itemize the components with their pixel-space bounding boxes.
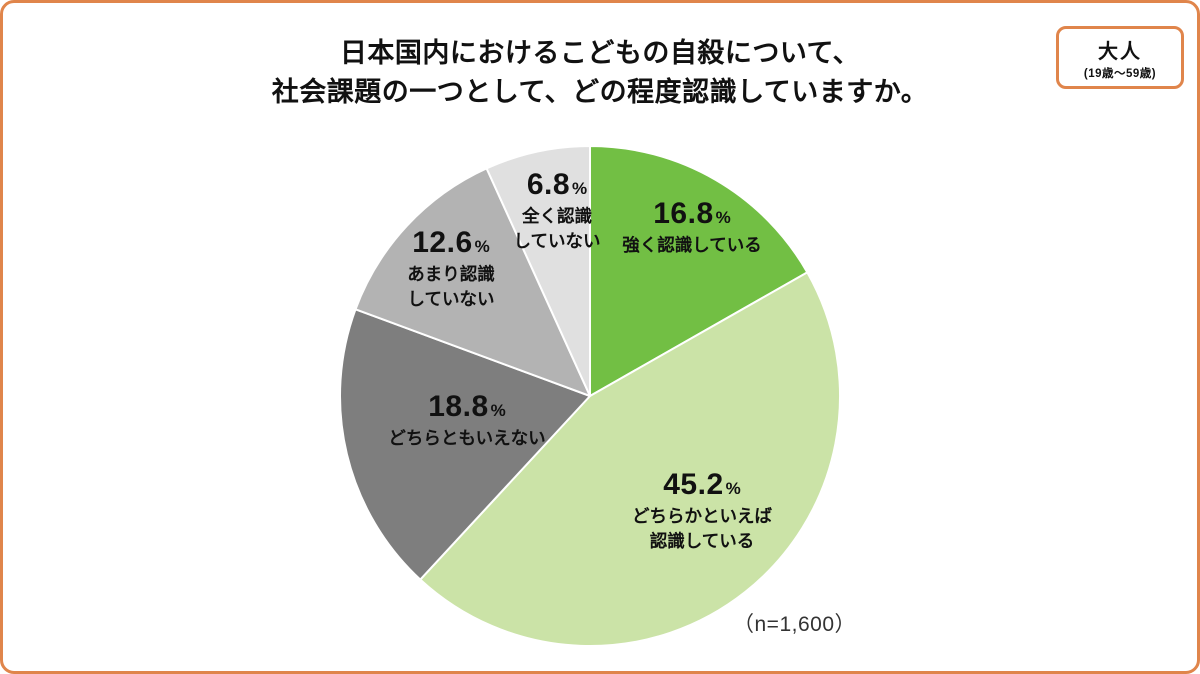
slice-label-not-aware-at-all: 6.8% 全く認識 していない xyxy=(514,168,601,253)
pie-slice xyxy=(354,167,591,397)
slice-label-neutral: 18.8% どちらともいえない xyxy=(388,390,545,451)
pie-slice xyxy=(419,271,841,647)
slice-category-label: あまり認識 していない xyxy=(407,264,495,309)
slice-percentage: 45.2% xyxy=(663,468,741,501)
slice-percentage: 6.8% xyxy=(526,168,588,201)
audience-badge-label: 大人 xyxy=(1098,41,1142,63)
slice-category-label: 全く認識 していない xyxy=(513,206,601,251)
pie-slice xyxy=(339,308,591,581)
chart-title: 日本国内におけるこどもの自殺について、 社会課題の一つとして、どの程度認識してい… xyxy=(0,34,1200,112)
slice-percentage: 16.8% xyxy=(653,197,731,230)
chart-title-line2: 社会課題の一つとして、どの程度認識していますか。 xyxy=(271,77,929,108)
slice-label-not-very-aware: 12.6% あまり認識 していない xyxy=(407,226,495,311)
slice-label-somewhat-aware: 45.2% どちらかといえば 認識している xyxy=(632,468,772,553)
slice-percentage: 12.6% xyxy=(412,226,490,259)
pie-slice xyxy=(589,145,809,397)
chart-title-line1: 日本国内におけるこどもの自殺について、 xyxy=(339,38,861,68)
pie-slice xyxy=(485,145,591,397)
sample-size-note: （n=1,600） xyxy=(733,613,856,636)
slice-category-label: どちらともいえない xyxy=(388,428,546,448)
slice-category-label: どちらかといえば 認識している xyxy=(632,506,772,551)
slice-category-label: 強く認識している xyxy=(622,235,762,255)
audience-badge: 大人 (19歳〜59歳) xyxy=(1056,26,1184,89)
audience-badge-age-range: (19歳〜59歳) xyxy=(1083,68,1157,80)
slice-percentage: 18.8% xyxy=(428,390,506,423)
slice-label-strongly-aware: 16.8% 強く認識している xyxy=(622,197,761,258)
pie-chart xyxy=(339,145,841,647)
